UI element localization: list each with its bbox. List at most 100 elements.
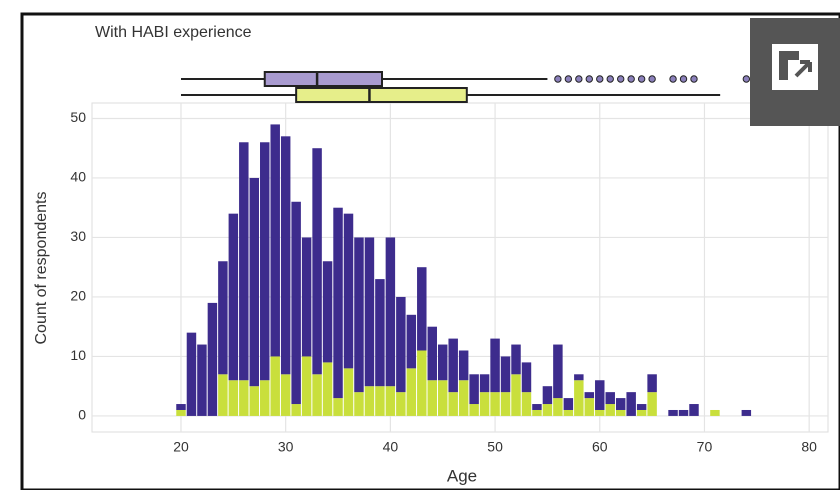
bar-segment [448, 392, 458, 416]
outlier [606, 75, 614, 83]
box [263, 71, 384, 87]
bar-segment [668, 409, 678, 416]
bar-segment [176, 404, 186, 410]
outlier [554, 75, 562, 83]
y-tick-label: 40 [70, 169, 86, 185]
bar-segment [427, 380, 437, 416]
x-tick-label: 60 [592, 439, 608, 455]
bar-segment [584, 398, 595, 416]
bar-segment [710, 409, 720, 416]
plot-area: 0 10 20 30 40 50 20 30 40 50 60 70 80 [70, 102, 829, 455]
bar-segment [741, 409, 752, 416]
bar-segment [479, 374, 490, 393]
bar-segment [574, 374, 584, 381]
bar-segment [532, 404, 542, 410]
bar-segment [417, 350, 427, 416]
y-tick-label: 10 [70, 347, 86, 363]
bar-segment [343, 213, 354, 369]
expand-icon-arrow[interactable] [794, 60, 812, 78]
bar-segment [197, 344, 207, 416]
bar-segment [521, 392, 532, 416]
bar-segment [595, 409, 605, 416]
bar-segment [490, 392, 500, 416]
bar-segment [343, 368, 354, 416]
bar-segment [312, 374, 322, 416]
bar-segment [396, 296, 406, 393]
outlier [585, 75, 593, 83]
bar-segment [448, 338, 458, 393]
x-tick-label: 40 [383, 439, 399, 455]
bar-segment [291, 404, 301, 416]
outlier [679, 75, 688, 83]
bar-segment [333, 207, 343, 399]
bar-segment [228, 380, 239, 416]
outlier [742, 75, 751, 83]
bar-segment [385, 386, 396, 416]
bar-segment [647, 374, 657, 393]
bar-segment [689, 404, 699, 416]
bar-segment [563, 398, 574, 410]
bar-segment [364, 237, 375, 387]
bar-segment [354, 237, 364, 393]
outlier [564, 75, 573, 83]
x-tick-label: 50 [487, 439, 503, 455]
bar-segment [364, 386, 375, 416]
bar-segment [322, 362, 333, 416]
expand-button[interactable] [750, 18, 840, 126]
y-axis-label: Count of respondents [33, 192, 50, 345]
bar-segment [636, 404, 647, 410]
bar-segment [270, 356, 280, 416]
bar-segment [301, 356, 312, 416]
bar-segment [385, 237, 396, 387]
bar-segment [678, 409, 689, 416]
bar-segment [542, 386, 553, 405]
bar-segment [469, 404, 479, 416]
bar-segment [280, 374, 291, 416]
expand-icon-shape[interactable] [779, 51, 799, 80]
bar-segment [291, 201, 301, 405]
outlier [648, 75, 656, 83]
outlier [669, 75, 677, 83]
bar-segment [312, 148, 322, 375]
bar-segment [542, 404, 553, 416]
box [295, 87, 468, 103]
bar-segment [647, 392, 657, 416]
bar-segment [626, 392, 636, 416]
chart-title: With HABI experience [95, 24, 252, 41]
outlier [690, 75, 698, 83]
bar-segment [458, 350, 469, 381]
bar-segment [249, 386, 260, 416]
bar-segment [437, 344, 448, 381]
bar-segment [406, 314, 417, 369]
bar-segment [437, 380, 448, 416]
bar-segment [218, 374, 228, 416]
bar-segment [563, 409, 574, 416]
bar-segment [333, 398, 343, 416]
y-tick-label: 20 [70, 288, 86, 304]
bar-segment [375, 386, 385, 416]
bar-segment [553, 398, 563, 416]
outlier [575, 75, 583, 83]
bar-segment [207, 302, 218, 416]
bar-segment [322, 261, 333, 363]
outlier [627, 75, 635, 83]
outlier [617, 75, 625, 83]
bar-segment [479, 392, 490, 416]
bar-segment [490, 338, 500, 393]
bar-segment [270, 124, 280, 357]
bar-segment [532, 409, 542, 416]
bar-segment [615, 398, 626, 410]
outlier [596, 75, 604, 83]
bar-segment [469, 374, 479, 405]
bar-segment [500, 356, 511, 393]
bar-segment [239, 142, 249, 381]
bar-segment [406, 368, 417, 416]
x-tick-label: 30 [278, 439, 294, 455]
y-tick-label: 0 [78, 407, 86, 423]
bar-segment [574, 380, 584, 416]
bar-segment [605, 404, 615, 416]
bar-segment [375, 279, 385, 387]
bar-segment [186, 332, 197, 416]
bar-segment [511, 344, 521, 375]
